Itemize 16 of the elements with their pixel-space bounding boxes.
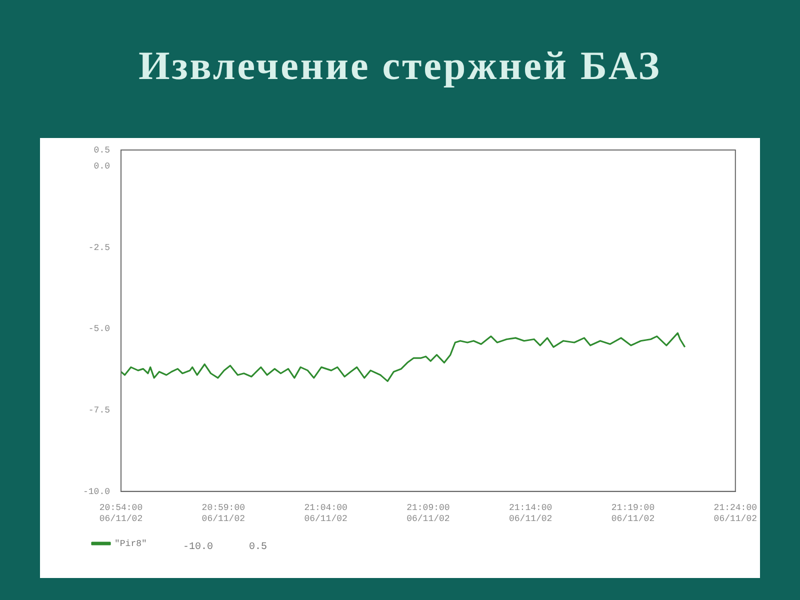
y-tick-label: -10.0 [82,486,110,497]
y-tick-label: -2.5 [88,242,110,253]
x-tick-label: 21:04:00 06/11/02 [304,503,348,524]
y-tick-label: -5.0 [88,324,110,334]
x-tick-label: 20:59:00 06/11/02 [202,503,246,524]
x-tick-label: 21:14:00 06/11/02 [508,503,552,524]
y-tick-label: 0.0 [94,162,110,172]
text: -10.0 0.5 [183,542,268,553]
x-tick-label: 20:54:00 06/11/02 [99,503,143,524]
y-tick-label: -7.5 [88,406,110,416]
x-tick-label: 21:19:00 06/11/02 [611,503,655,524]
chart-title: Извлечение стержней БАЗ [138,42,662,89]
legend-label: "Pir8" [114,538,147,549]
x-tick-label: 21:24:00 06/11/02 [714,503,758,524]
x-tick-label: 21:09:00 06/11/02 [406,503,450,524]
y-tick-label: 0.5 [94,145,110,156]
